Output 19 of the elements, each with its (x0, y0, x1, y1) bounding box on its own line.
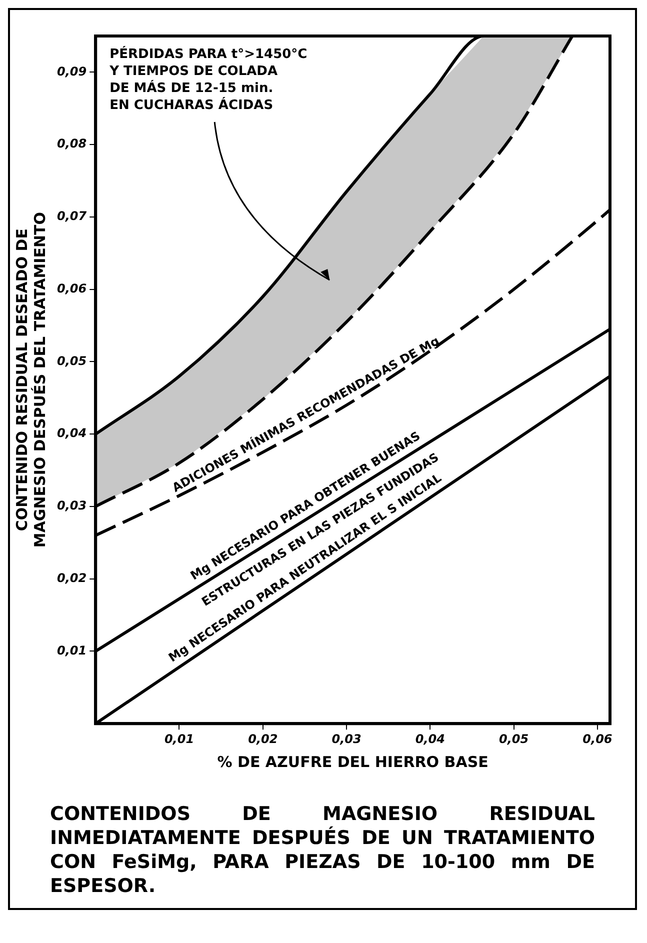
x-tick-label: 0,02 (248, 732, 278, 746)
text: CONTENIDOS DE MAGNESIO RESIDUAL INMEDIATAMENTE DESPUÉS DE UN TRATAMIENTO CON FeSiMg, PARA PIEZAS DE 10-100 mm DE ESPESOR. (50, 802, 595, 898)
y-axis-title: CONTENIDO RESIDUAL DESEADO DE MAGNESIO DESPUÉS DEL TRATAMIENTO (12, 212, 49, 548)
y-tick-label: 0,03 (57, 498, 87, 513)
x-tick-label: 0,03 (332, 732, 362, 746)
y-tick-label: 0,08 (57, 136, 87, 151)
x-tick-label: 0,06 (582, 732, 612, 746)
y-tick-label: 0,01 (57, 643, 87, 658)
x-tick-label: 0,04 (415, 732, 445, 746)
y-tick-label: 0,07 (57, 209, 88, 224)
y-tick-label: 0,09 (57, 64, 87, 78)
y-tick-label: 0,04 (57, 426, 87, 440)
annotation: PÉRDIDAS PARA t°>1450°C Y TIEMPOS DE COLADA DE MÁS DE 12-15 min. EN CUCHARAS ÁCIDAS (108, 45, 308, 113)
y-tick-label: 0,05 (57, 354, 87, 368)
x-tick-label: 0,05 (499, 732, 529, 746)
y-tick-label: 0,06 (57, 281, 87, 296)
x-tick-label: 0,01 (164, 732, 194, 746)
y-tick-label: 0,02 (57, 570, 87, 585)
x-axis-title: % DE AZUFRE DEL HIERRO BASE (217, 752, 488, 771)
